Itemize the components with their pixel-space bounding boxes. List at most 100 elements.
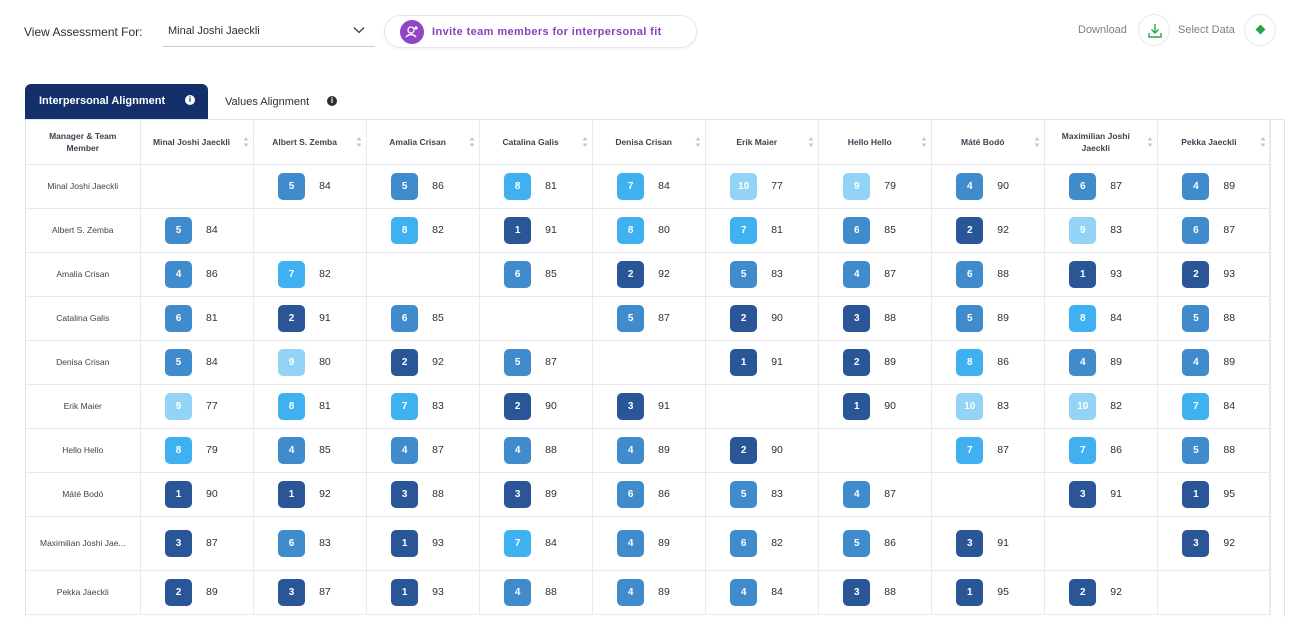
sort-icon[interactable] bbox=[582, 136, 588, 148]
column-header[interactable]: Catalina Galis bbox=[479, 120, 593, 165]
rank-badge: 7 bbox=[391, 392, 419, 420]
alignment-cell bbox=[931, 472, 1045, 517]
alignment-score: 93 bbox=[432, 537, 444, 549]
alignment-pair: 2 93 bbox=[1152, 260, 1270, 288]
alignment-pair: 4 87 bbox=[361, 436, 479, 464]
toolbar: View Assessment For: Minal Joshi Jaeckli… bbox=[0, 0, 1300, 64]
alignment-pair: 1 90 bbox=[135, 480, 253, 508]
rank-badge: 5 bbox=[730, 260, 758, 288]
alignment-cell: 3 91 bbox=[1044, 472, 1158, 517]
alignment-score: 92 bbox=[319, 488, 331, 500]
alignment-cell: 2 92 bbox=[366, 340, 480, 385]
alignment-cell: 6 87 bbox=[1044, 164, 1158, 209]
invite-label: Invite team members for interpersonal fi… bbox=[432, 26, 662, 38]
alignment-pair: 4 87 bbox=[813, 480, 931, 508]
rank-badge: 10 bbox=[956, 392, 984, 420]
tab-values-alignment[interactable]: Values Alignment i bbox=[216, 84, 346, 119]
sort-icon[interactable] bbox=[1260, 136, 1266, 148]
alignment-score: 84 bbox=[1223, 400, 1236, 412]
alignment-cell: 3 91 bbox=[931, 516, 1045, 571]
column-header[interactable]: Máté Bodó bbox=[931, 120, 1045, 165]
alignment-pair: 3 89 bbox=[474, 480, 592, 508]
alignment-cell: 2 92 bbox=[592, 252, 706, 297]
rank-badge: 6 bbox=[730, 529, 758, 557]
rank-badge: 1 bbox=[165, 480, 193, 508]
info-icon: i bbox=[185, 95, 195, 105]
rank-badge: 3 bbox=[165, 529, 193, 557]
rank-badge: 10 bbox=[1069, 392, 1097, 420]
alignment-cell: 4 84 bbox=[705, 570, 819, 615]
alignment-pair: 4 89 bbox=[1152, 348, 1270, 376]
alignment-pair: 8 79 bbox=[135, 436, 253, 464]
sort-icon[interactable] bbox=[356, 136, 362, 148]
alignment-cell: 8 80 bbox=[592, 208, 706, 253]
rank-badge: 7 bbox=[956, 436, 984, 464]
sort-icon[interactable] bbox=[808, 136, 814, 148]
alignment-pair: 10 83 bbox=[926, 392, 1044, 420]
alignment-pair: 9 77 bbox=[135, 392, 253, 420]
sort-icon[interactable] bbox=[469, 136, 475, 148]
column-header[interactable]: Maximilian Joshi Jaeckli bbox=[1044, 120, 1158, 165]
alignment-pair: 1 93 bbox=[361, 578, 479, 606]
alignment-pair: 1 91 bbox=[700, 348, 818, 376]
alignment-cell bbox=[479, 296, 593, 341]
alignment-score: 83 bbox=[771, 488, 783, 500]
alignment-cell: 5 86 bbox=[818, 516, 932, 571]
alignment-pair: 6 85 bbox=[361, 304, 479, 332]
alignment-pair: 2 92 bbox=[361, 348, 479, 376]
alignment-pair: 2 89 bbox=[813, 348, 931, 376]
column-header[interactable]: Albert S. Zemba bbox=[253, 120, 367, 165]
alignment-cell: 6 86 bbox=[592, 472, 706, 517]
rank-badge: 5 bbox=[843, 529, 871, 557]
download-button[interactable] bbox=[1138, 14, 1170, 46]
alignment-score: 77 bbox=[771, 180, 783, 192]
invite-team-button[interactable]: Invite team members for interpersonal fi… bbox=[384, 15, 697, 48]
column-header[interactable]: Hello Hello bbox=[818, 120, 932, 165]
rank-badge: 4 bbox=[165, 260, 193, 288]
sort-icon[interactable] bbox=[1147, 136, 1153, 148]
rank-badge: 7 bbox=[504, 529, 532, 557]
alignment-score: 92 bbox=[1223, 537, 1236, 549]
alignment-cell: 6 85 bbox=[818, 208, 932, 253]
alignment-cell: 7 84 bbox=[479, 516, 593, 571]
column-header[interactable]: Pekka Jaeckli bbox=[1157, 120, 1272, 165]
rank-badge: 1 bbox=[730, 348, 758, 376]
alignment-table: Manager & Team Member Minal Joshi Jaeckl… bbox=[26, 120, 1272, 615]
alignment-cell: 5 86 bbox=[366, 164, 480, 209]
sort-icon[interactable] bbox=[921, 136, 927, 148]
table-row: Hello Hello 8 79 4 85 4 87 4 88 4 89 2 90 7 87 7 86 5 88 bbox=[26, 428, 1272, 473]
alignment-score: 89 bbox=[545, 488, 557, 500]
alignment-cell: 10 83 bbox=[931, 384, 1045, 429]
tab-interpersonal-alignment[interactable]: Interpersonal Alignment i bbox=[25, 84, 208, 119]
alignment-pair: 6 88 bbox=[926, 260, 1044, 288]
column-header[interactable]: Erik Maier bbox=[705, 120, 819, 165]
alignment-cell: 2 89 bbox=[140, 570, 254, 615]
rank-badge: 10 bbox=[730, 172, 758, 200]
vertical-scrollbar[interactable] bbox=[1269, 119, 1285, 617]
alignment-cell: 2 91 bbox=[253, 296, 367, 341]
alignment-cell: 4 89 bbox=[1157, 164, 1272, 209]
rank-badge: 3 bbox=[1069, 480, 1097, 508]
rank-badge: 1 bbox=[504, 216, 532, 244]
alignment-score: 86 bbox=[658, 488, 670, 500]
alignment-pair: 5 87 bbox=[587, 304, 705, 332]
column-header[interactable]: Denisa Crisan bbox=[592, 120, 706, 165]
person-select[interactable]: Minal Joshi Jaeckli bbox=[163, 15, 375, 47]
rank-badge: 1 bbox=[1069, 260, 1097, 288]
alignment-pair: 9 80 bbox=[248, 348, 366, 376]
alignment-score: 84 bbox=[206, 224, 218, 236]
column-header[interactable]: Amalia Crisan bbox=[366, 120, 480, 165]
column-header[interactable]: Minal Joshi Jaeckli bbox=[140, 120, 254, 165]
diamond-icon bbox=[1255, 24, 1266, 35]
alignment-pair: 4 89 bbox=[1152, 172, 1270, 200]
alignment-cell: 3 87 bbox=[253, 570, 367, 615]
sort-icon[interactable] bbox=[1034, 136, 1040, 148]
alignment-pair: 8 84 bbox=[1039, 304, 1157, 332]
alignment-pair: 6 87 bbox=[1039, 172, 1157, 200]
rank-badge: 4 bbox=[504, 578, 532, 606]
select-data-button[interactable] bbox=[1244, 14, 1276, 46]
sort-icon[interactable] bbox=[695, 136, 701, 148]
sort-icon[interactable] bbox=[243, 136, 249, 148]
alignment-score: 88 bbox=[1223, 444, 1236, 456]
rank-badge: 2 bbox=[843, 348, 871, 376]
